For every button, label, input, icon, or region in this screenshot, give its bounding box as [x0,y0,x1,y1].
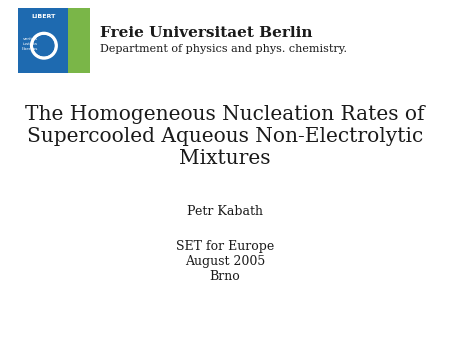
Text: LIBERT: LIBERT [32,14,56,19]
Bar [18,8,90,73]
Text: The Homogeneous Nucleation Rates of: The Homogeneous Nucleation Rates of [25,105,425,124]
Bar [68,8,90,73]
Text: Department of physics and phys. chemistry.: Department of physics and phys. chemistr… [100,44,347,54]
Text: SET for Europe: SET for Europe [176,240,274,253]
Text: Brno: Brno [210,270,240,283]
Text: Freie Universitaet Berlin: Freie Universitaet Berlin [100,26,312,40]
Text: Mixtures: Mixtures [179,149,271,168]
Text: August 2005: August 2005 [185,255,265,268]
Circle shape [30,32,58,60]
Text: Petr Kabath: Petr Kabath [187,205,263,218]
Text: Supercooled Aqueous Non-Electrolytic: Supercooled Aqueous Non-Electrolytic [27,127,423,146]
Text: veritas
iustitia
libertas: veritas iustitia libertas [22,37,38,51]
Circle shape [32,34,55,57]
